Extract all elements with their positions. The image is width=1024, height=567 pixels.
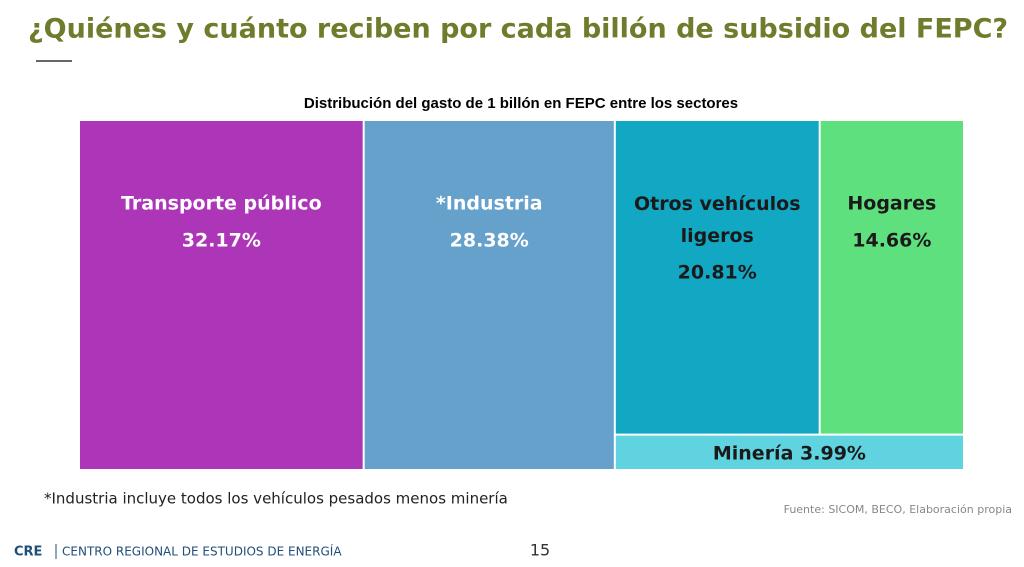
value-label: 32.17% [182,230,261,252]
value-label: 28.38% [450,230,529,252]
source: Fuente: SICOM, BECO, Elaboración propia [784,503,1012,516]
treemap-cell [615,121,819,434]
value-label: 3.99% [800,442,866,464]
page-number: 15 [530,541,550,560]
treemap-cell [80,121,363,469]
footnote: *Industria incluye todos los vehículos p… [44,490,508,508]
treemap-cell [820,121,963,434]
category-name: *Industria [436,193,543,215]
treemap-cell [364,121,614,469]
organization: CENTRO REGIONAL DE ESTUDIOS DE ENERGÍA [62,544,342,559]
category-name: Transporte público [121,193,322,215]
name-line: ligeros [681,225,754,247]
value-label: 20.81% [678,262,757,284]
category-name: Minería [713,442,794,464]
page-title: ¿Quiénes y cuánto reciben por cada billó… [28,14,1008,45]
category-name: Otros vehículos ligeros [634,193,801,247]
treemap-cell [615,435,963,469]
name-line: Otros vehículos [634,193,801,215]
category-name: Hogares [847,193,936,215]
chart-title: Distribución del gasto de 1 billón en FE… [304,95,738,112]
cell-label: Minería 3.99% [713,442,866,464]
value-label: 14.66% [852,230,931,252]
logo: CRE [14,545,42,560]
treemap: Transporte público 32.17% *Industria 28.38%… [80,121,963,469]
